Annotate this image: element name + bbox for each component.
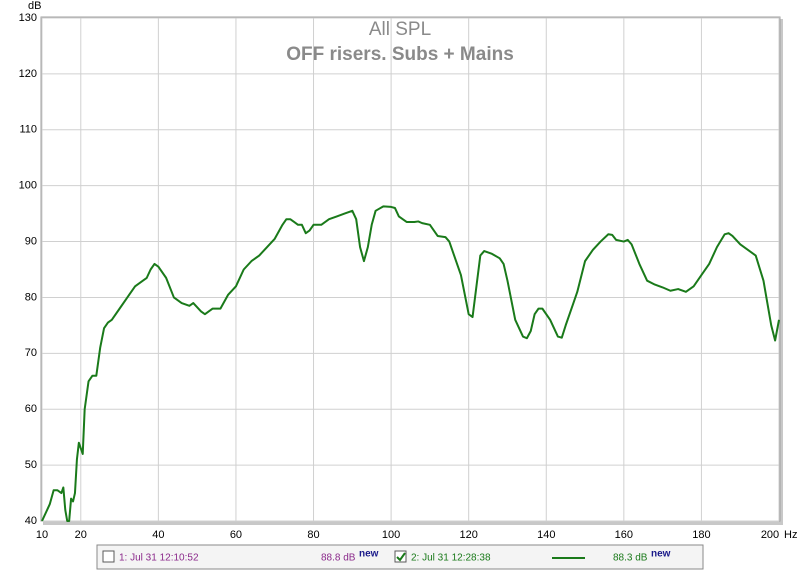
- legend-checkbox: [102, 550, 115, 563]
- y-tick-label: 50: [25, 459, 37, 471]
- chart-title: All SPL: [369, 19, 431, 40]
- y-tick-label: 110: [19, 124, 37, 136]
- x-tick-label: 140: [537, 529, 555, 541]
- legend-check: [396, 552, 406, 562]
- x-tick-label: 180: [692, 529, 710, 541]
- y-tick-label: 40: [25, 515, 37, 527]
- y-unit: dB: [28, 0, 41, 12]
- y-tick-label: 120: [19, 68, 37, 80]
- legend-label: 1: Jul 31 12:10:52: [119, 553, 199, 564]
- chart-subtitle: OFF risers. Subs + Mains: [286, 44, 514, 65]
- y-tick-label: 100: [19, 180, 37, 192]
- legend-badge: new: [359, 549, 379, 560]
- series-line: [41, 205, 780, 522]
- legend-level: 88.8 dB: [321, 553, 356, 564]
- y-tick-label: 70: [25, 347, 37, 359]
- y-tick-label: 130: [19, 12, 37, 24]
- x-tick-label: 40: [152, 529, 164, 541]
- legend-label: 2: Jul 31 12:28:38: [411, 553, 491, 564]
- y-tick-label: 60: [25, 403, 37, 415]
- legend-checkbox: [394, 550, 407, 563]
- x-tick-label: 10: [36, 529, 48, 541]
- x-tick-label: 80: [307, 529, 319, 541]
- legend-level: 88.3 dB: [613, 553, 648, 564]
- x-tick-label: 200: [761, 529, 779, 541]
- x-tick-label: 20: [75, 529, 87, 541]
- plot-area: [40, 16, 781, 522]
- x-tick-label: 160: [615, 529, 633, 541]
- y-tick-label: 90: [25, 235, 37, 247]
- x-tick-label: 60: [230, 529, 242, 541]
- y-tick-label: 80: [25, 291, 37, 303]
- legend-badge: new: [651, 549, 671, 560]
- x-unit: Hz: [784, 529, 797, 541]
- x-tick-label: 120: [460, 529, 478, 541]
- x-tick-label: 100: [382, 529, 400, 541]
